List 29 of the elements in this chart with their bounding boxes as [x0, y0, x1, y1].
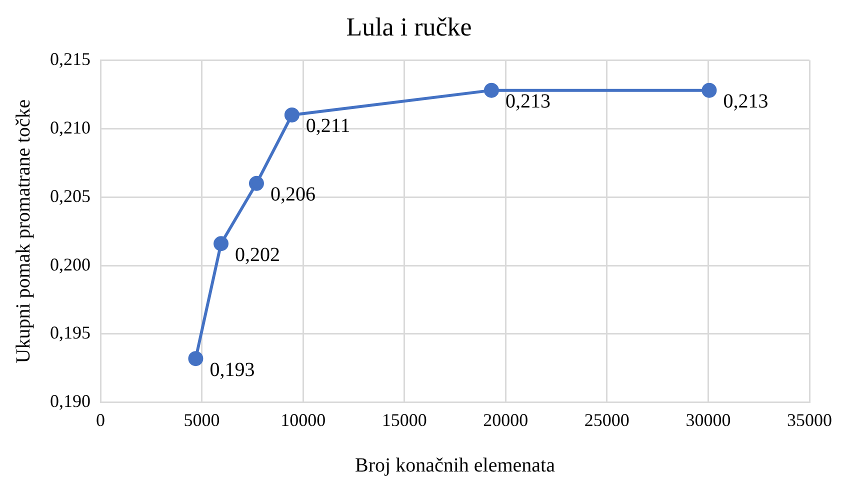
- y-tick-label: 0,190: [50, 391, 90, 412]
- point: [284, 107, 300, 122]
- point: [248, 176, 264, 191]
- y-axis-title: Ukupni pomak promatrane točke: [12, 99, 34, 364]
- data-label: 0,211: [306, 115, 350, 138]
- y-tick-label: 0,195: [50, 322, 90, 343]
- point: [702, 82, 717, 98]
- x-tick-label: 35000: [787, 410, 832, 430]
- x-tick-label: 30000: [686, 410, 731, 430]
- point: [214, 236, 229, 252]
- data-label: 0,213: [723, 90, 768, 113]
- y-tick-label: 0,205: [50, 186, 90, 206]
- x-tick-label: 0: [96, 410, 105, 430]
- y-tick-label: 0,210: [50, 117, 90, 138]
- y-tick-label: 0,215: [50, 48, 90, 69]
- data-label: 0,213: [505, 90, 550, 113]
- data-label: 0,193: [210, 358, 255, 381]
- x-tick-label: 25000: [584, 410, 630, 430]
- x-tick-label: 5000: [184, 410, 220, 430]
- x-tick-label: 10000: [280, 410, 326, 430]
- data-label: 0,202: [235, 244, 280, 266]
- x-axis-title: Broj konačnih elemenata: [355, 454, 556, 476]
- point: [484, 82, 499, 98]
- chart-title: Lula i ručke: [346, 12, 472, 42]
- x-tick-label: 20000: [483, 410, 528, 430]
- x-tick-label: 15000: [382, 410, 427, 430]
- y-tick-label: 0,200: [50, 254, 90, 274]
- data-label: 0,206: [270, 184, 316, 206]
- point: [188, 351, 204, 366]
